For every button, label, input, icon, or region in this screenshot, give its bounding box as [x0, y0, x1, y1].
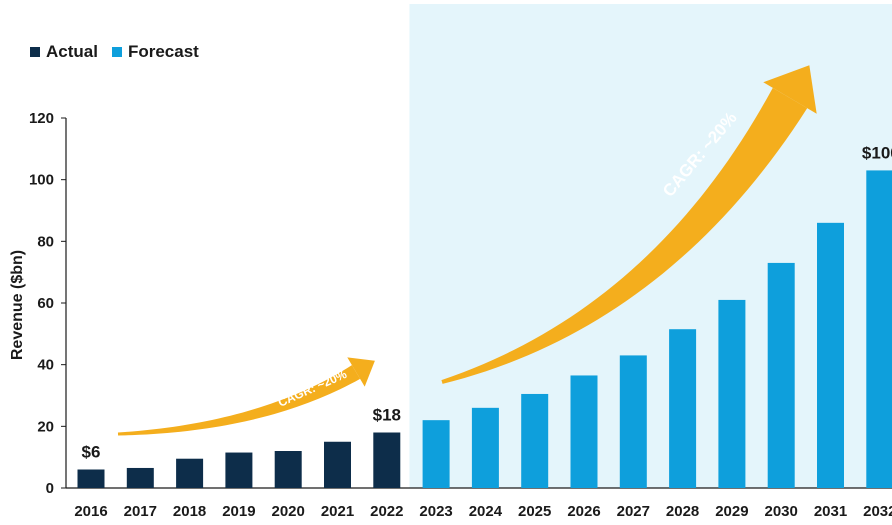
bar-forecast — [422, 420, 450, 488]
x-tick-label: 2031 — [814, 503, 847, 520]
x-tick-label: 2026 — [567, 503, 600, 520]
bar-actual — [225, 452, 253, 488]
legend-item-forecast: Forecast — [111, 42, 199, 62]
y-tick-label: 40 — [37, 357, 54, 374]
bar-forecast — [669, 329, 697, 488]
x-tick-label: 2024 — [469, 503, 503, 520]
data-label-2022: $18 — [373, 406, 401, 425]
legend: Actual Forecast — [30, 42, 199, 62]
x-tick-label: 2020 — [272, 503, 305, 520]
bars — [77, 170, 892, 489]
x-tick-label: 2021 — [321, 503, 354, 520]
y-axis-title: Revenue ($bn) — [9, 250, 26, 360]
bar-forecast — [619, 355, 647, 488]
legend-swatch-forecast — [111, 47, 122, 57]
cagr-arrow-actual-shaft — [117, 365, 361, 436]
bar-actual — [274, 451, 302, 488]
x-tick-label: 2019 — [222, 503, 255, 520]
y-tick-label: 0 — [46, 480, 54, 497]
y-tick-label: 20 — [37, 418, 54, 435]
x-tick-label: 2030 — [765, 503, 798, 520]
legend-item-actual: Actual — [30, 42, 98, 62]
cagr-arrow-actual-head — [347, 357, 375, 387]
legend-swatch-actual — [30, 47, 40, 57]
bar-forecast — [570, 375, 598, 488]
y-tick-label: 80 — [37, 233, 54, 250]
y-tick-label: 120 — [29, 110, 54, 127]
bar-forecast — [521, 393, 549, 488]
x-tick-label: 2018 — [173, 503, 206, 520]
x-tick-label: 2027 — [617, 503, 650, 520]
x-tick-label: 2017 — [124, 503, 157, 520]
x-tick-label: 2029 — [715, 503, 748, 520]
bar-actual — [373, 432, 401, 488]
bar-actual — [77, 469, 105, 488]
bar-forecast — [866, 170, 892, 488]
x-tick-label: 2028 — [666, 503, 699, 520]
x-tick-label: 2025 — [518, 503, 551, 520]
bar-actual — [176, 458, 204, 488]
cagr-arrow-forecast-head — [763, 65, 817, 114]
legend-label-forecast: Forecast — [127, 42, 199, 61]
y-tick-label: 60 — [37, 295, 54, 312]
bar-forecast — [718, 299, 746, 488]
x-tick-label: 2022 — [370, 503, 403, 520]
x-tick-label: 2023 — [419, 503, 452, 520]
legend-label-actual: Actual — [46, 42, 98, 61]
axes: 0 20 40 60 80 100 120 2016 2017 2018 2019 2020 2021 2… — [29, 110, 892, 520]
bar-actual — [324, 441, 351, 488]
data-label-2032: $100+ — [862, 143, 892, 162]
bar-forecast — [817, 222, 844, 489]
bar-forecast — [471, 407, 499, 488]
data-label-2016: $6 — [82, 443, 101, 462]
x-tick-label: 2032 — [863, 503, 892, 520]
y-tick-label: 100 — [29, 172, 54, 189]
cagr-arrow-forecast-shaft — [441, 87, 808, 384]
bar-forecast — [767, 262, 795, 488]
bar-actual — [126, 467, 154, 488]
data-labels: $6 $18 $100+ — [82, 143, 892, 461]
x-tick-label: 2016 — [74, 503, 107, 520]
